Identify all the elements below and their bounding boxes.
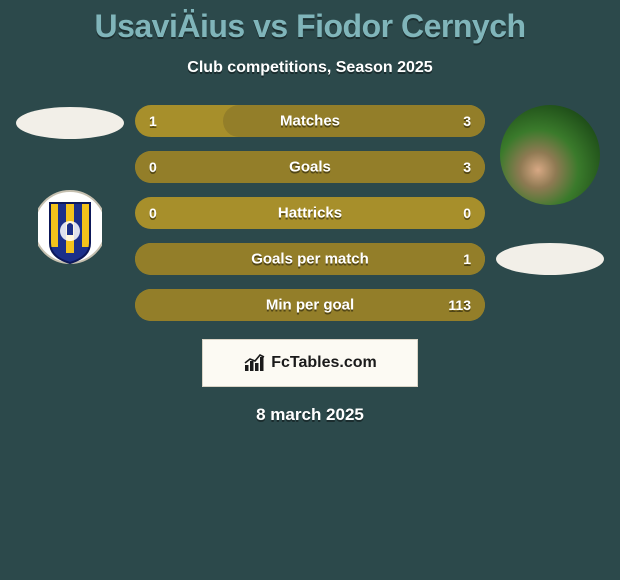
bar-fill [223,105,486,137]
right-column [495,105,605,275]
player2-photo-image [500,105,600,205]
bar-label: Hattricks [278,205,342,222]
player1-club-badge [22,179,118,275]
bar-value-left: 0 [149,159,157,175]
player2-photo [500,105,600,205]
bar-label: Min per goal [266,297,354,314]
bar-value-right: 3 [463,159,471,175]
date-text: 8 march 2025 [0,405,620,425]
bar-value-left: 0 [149,205,157,221]
bar-value-right: 0 [463,205,471,221]
brand-text: FcTables.com [271,354,377,372]
player2-club-placeholder [496,243,604,275]
bar-label: Matches [280,113,340,130]
bar-value-right: 3 [463,113,471,129]
bar-matches: 1 Matches 3 [135,105,485,137]
subtitle: Club competitions, Season 2025 [0,59,620,77]
page-title: UsaviÄius vs Fiodor Cernych [0,8,620,45]
bar-goals-per-match: Goals per match 1 [135,243,485,275]
bar-label: Goals [289,159,331,176]
bar-value-left: 1 [149,113,157,129]
bar-value-right: 113 [448,297,471,313]
bar-min-per-goal: Min per goal 113 [135,289,485,321]
bar-hattricks: 0 Hattricks 0 [135,197,485,229]
stat-bars: 1 Matches 3 0 Goals 3 0 Hattricks 0 Goal… [135,105,485,321]
comparison-infographic: UsaviÄius vs Fiodor Cernych Club competi… [0,0,620,425]
bar-label: Goals per match [251,251,369,268]
bar-chart-icon [243,353,267,373]
bar-goals: 0 Goals 3 [135,151,485,183]
bar-value-right: 1 [463,251,471,267]
left-column [15,105,125,275]
brand-box: FcTables.com [202,339,418,387]
player1-photo-placeholder [16,107,124,139]
main-row: 1 Matches 3 0 Goals 3 0 Hattricks 0 Goal… [0,105,620,321]
